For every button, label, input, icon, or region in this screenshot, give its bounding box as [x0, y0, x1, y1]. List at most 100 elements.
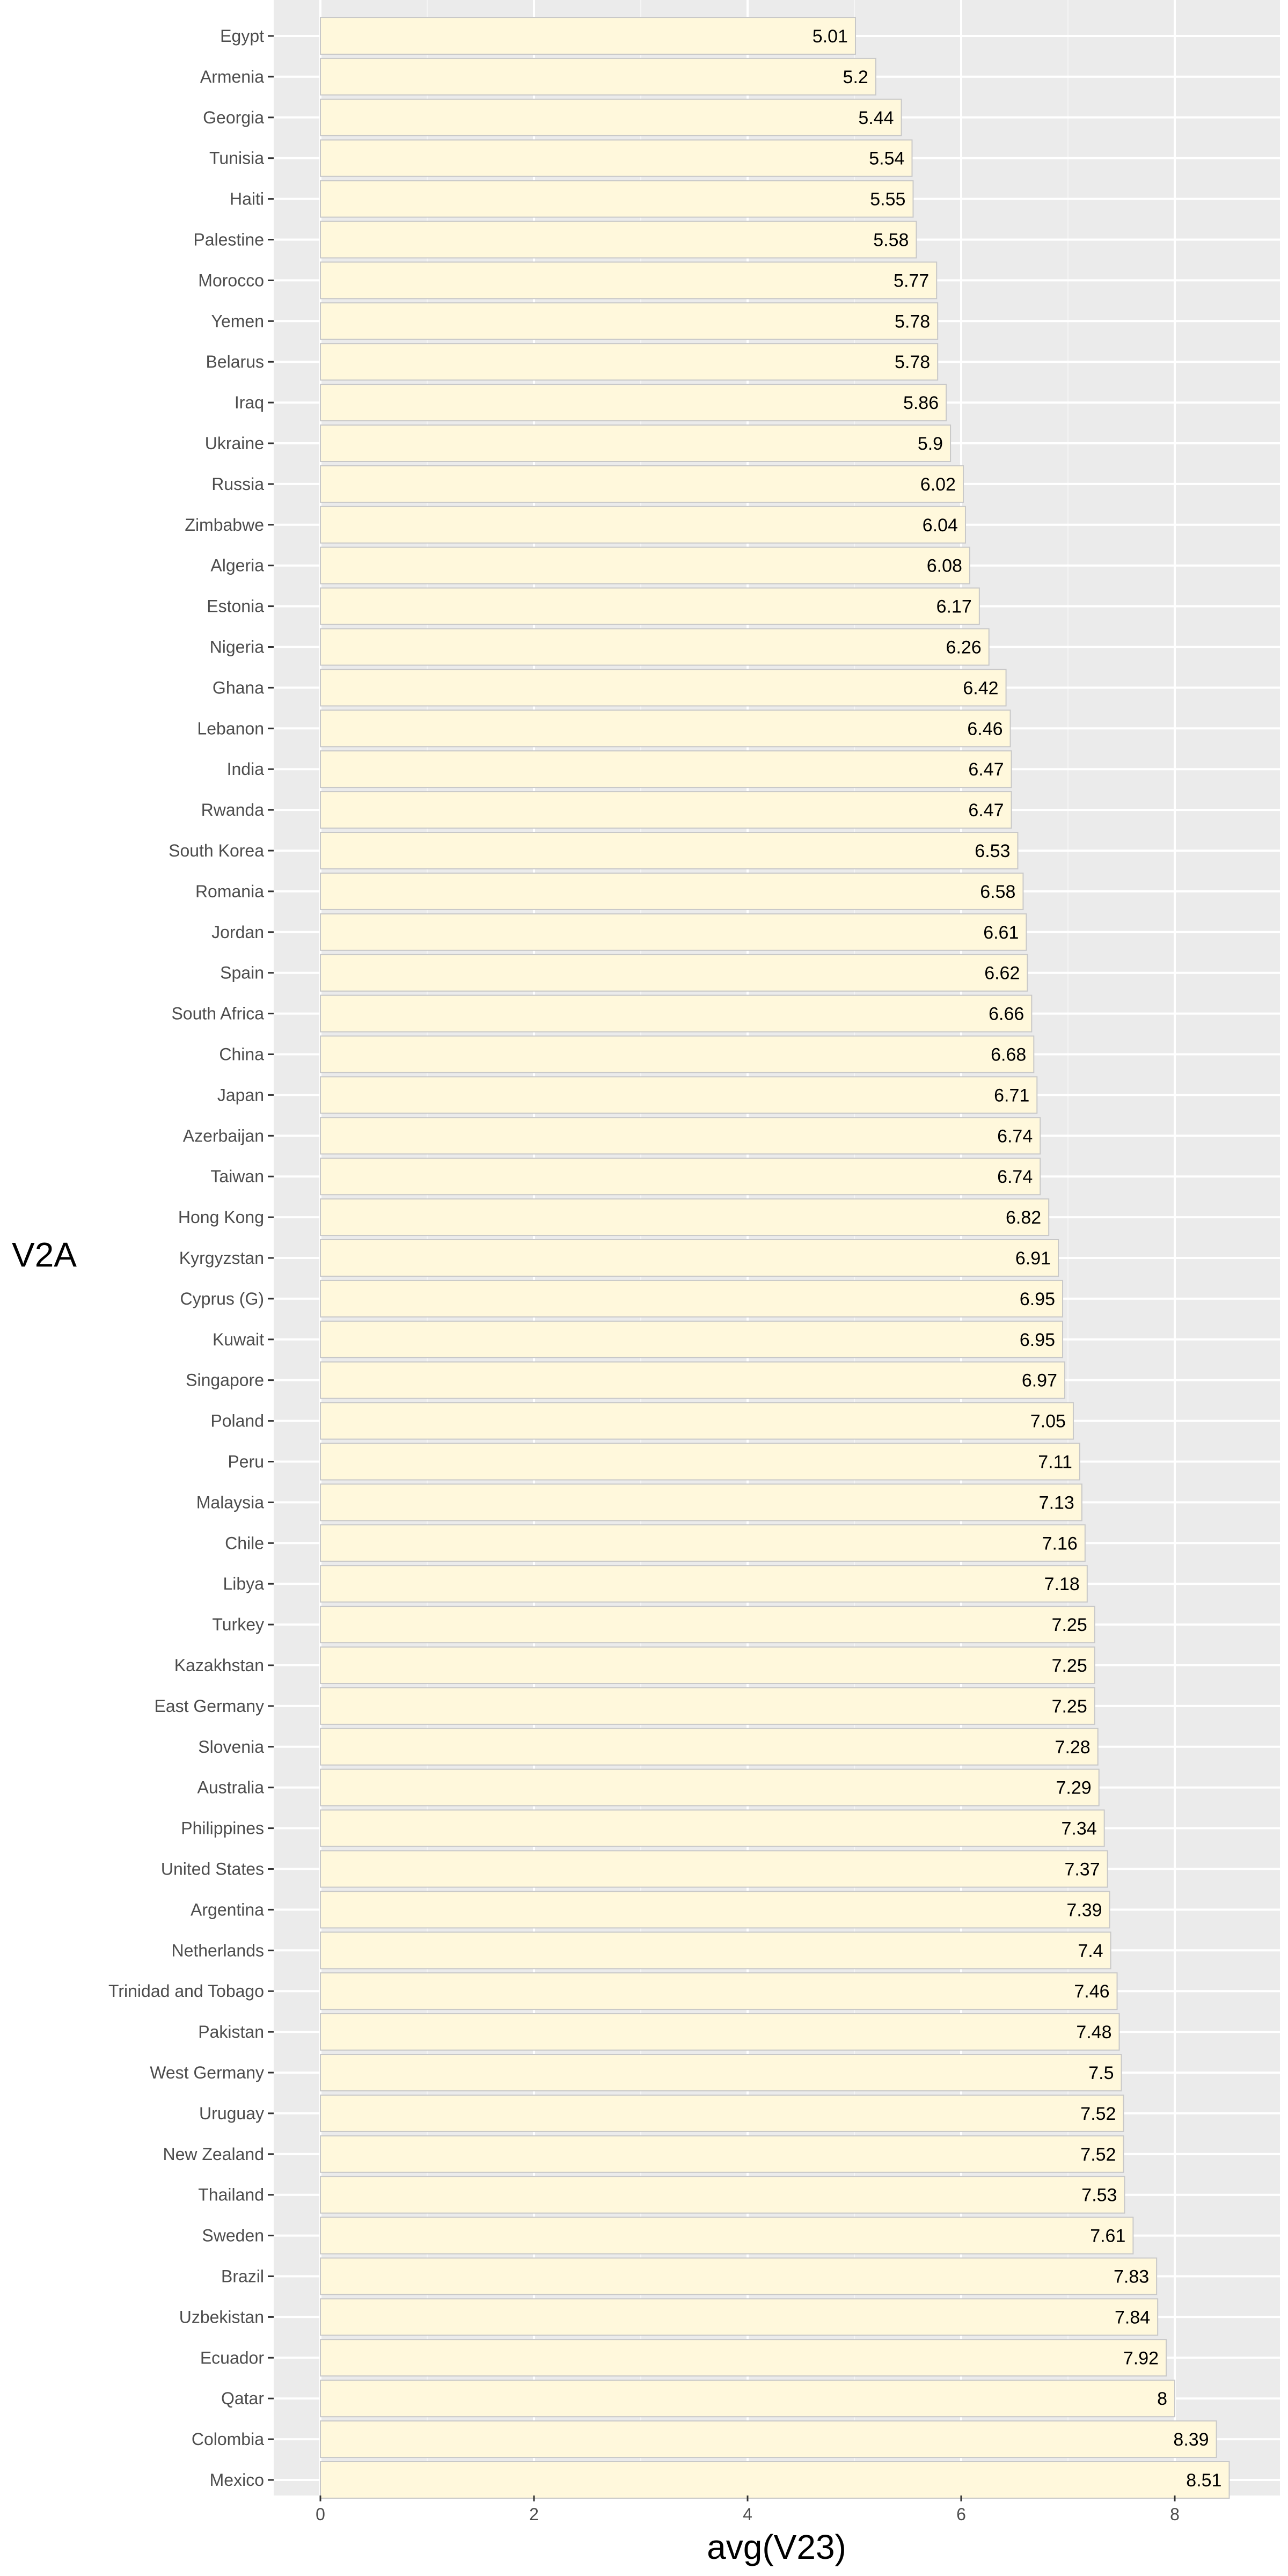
y-axis: Egypt Armenia Georgia Tunisia Haiti Palestine… — [108, 26, 274, 2490]
y-tick-label: Ecuador — [200, 2348, 265, 2367]
y-tick-label: Thailand — [198, 2185, 264, 2205]
y-tick-label: Poland — [210, 1411, 264, 1431]
bar-jordan — [320, 913, 1027, 951]
y-tick-label: Belarus — [206, 352, 265, 371]
bar-new-zealand — [320, 2135, 1124, 2173]
y-tick-label: Romania — [195, 882, 264, 901]
data-label: 7.34 — [1061, 1819, 1096, 1839]
data-label: 7.53 — [1081, 2185, 1117, 2206]
y-tick-label: Kyrgyzstan — [179, 1248, 264, 1268]
y-tick-label: Sweden — [202, 2226, 264, 2245]
bar-thailand — [320, 2176, 1125, 2214]
bar-iraq — [320, 384, 947, 422]
y-tick-label: East Germany — [154, 1696, 264, 1716]
bar-peru — [320, 1443, 1080, 1481]
data-label: 6.02 — [920, 474, 956, 495]
data-label: 7.83 — [1114, 2267, 1149, 2287]
y-tick-label: West Germany — [150, 2063, 264, 2082]
bar-cyprus-g- — [320, 1279, 1064, 1318]
bar-pakistan — [320, 2013, 1120, 2051]
x-axis-title: avg(V23) — [707, 2528, 846, 2566]
data-label: 6.53 — [975, 841, 1010, 861]
data-label: 6.74 — [997, 1126, 1033, 1146]
data-label: 8 — [1157, 2389, 1167, 2409]
data-label: 6.46 — [967, 719, 1002, 739]
y-tick-label: Jordan — [211, 923, 264, 942]
y-tick-label: Yemen — [211, 311, 264, 331]
y-tick-label: Algeria — [210, 556, 264, 575]
data-label: 8.51 — [1186, 2470, 1221, 2491]
data-label: 6.47 — [968, 800, 1004, 821]
data-label: 5.44 — [858, 108, 894, 128]
y-tick-label: Uzbekistan — [179, 2307, 264, 2326]
data-label: 6.17 — [936, 597, 972, 617]
y-tick-label: Ghana — [213, 678, 264, 697]
bar-kyrgyzstan — [320, 1239, 1059, 1277]
data-label: 6.26 — [946, 638, 982, 658]
y-tick-label: United States — [161, 1860, 264, 1879]
x-axis: 0 2 4 6 8 — [316, 2496, 1180, 2524]
bar-armenia — [320, 57, 876, 96]
bar-uruguay — [320, 2094, 1124, 2132]
y-tick-label: Kazakhstan — [174, 1656, 264, 1675]
bar-trinidad-and-tobago — [320, 1972, 1118, 2010]
data-label: 5.55 — [870, 189, 905, 210]
y-tick-label: Georgia — [203, 108, 264, 127]
data-label: 5.78 — [895, 311, 930, 332]
y-tick-label: Rwanda — [201, 800, 265, 819]
y-tick-label: Australia — [197, 1778, 265, 1797]
y-tick-label: Lebanon — [197, 719, 264, 738]
data-label: 5.77 — [894, 270, 929, 291]
bar-mexico — [320, 2461, 1230, 2499]
y-tick-label: Argentina — [191, 1900, 264, 1919]
x-tick-label: 6 — [956, 2505, 966, 2524]
y-tick-label: Qatar — [221, 2389, 264, 2408]
bar-india — [320, 750, 1012, 788]
y-tick-label: Morocco — [198, 270, 264, 290]
y-tick-label: South Africa — [171, 1004, 264, 1023]
y-tick-label: Turkey — [212, 1615, 264, 1634]
data-label: 6.66 — [989, 1004, 1024, 1024]
bar-azerbaijan — [320, 1117, 1041, 1155]
bar-libya — [320, 1565, 1088, 1603]
bar-haiti — [320, 180, 914, 218]
data-label: 7.11 — [1038, 1452, 1072, 1473]
data-label: 7.52 — [1080, 2104, 1116, 2124]
y-tick-label: Japan — [217, 1085, 264, 1104]
bar-netherlands — [320, 1931, 1111, 1970]
data-label: 5.78 — [895, 352, 930, 372]
data-label: 5.9 — [918, 434, 943, 454]
y-tick-label: Brazil — [221, 2267, 264, 2286]
bar-brazil — [320, 2257, 1158, 2295]
bar-malaysia — [320, 1483, 1082, 1521]
y-tick-label: Netherlands — [171, 1941, 264, 1960]
data-label: 6.61 — [983, 923, 1019, 943]
data-label: 5.2 — [843, 67, 868, 87]
data-label: 6.97 — [1022, 1371, 1057, 1391]
y-tick-label: Palestine — [193, 230, 264, 250]
bar-australia — [320, 1768, 1100, 1806]
y-tick-label: Ukraine — [205, 434, 264, 453]
bar-east-germany — [320, 1687, 1095, 1725]
y-tick-label: Tunisia — [209, 149, 264, 168]
y-tick-label: Libya — [223, 1574, 265, 1593]
bar-kuwait — [320, 1320, 1064, 1358]
data-label: 7.5 — [1088, 2063, 1114, 2083]
bar-united-states — [320, 1850, 1108, 1888]
data-label: 5.01 — [813, 26, 848, 47]
bar-yemen — [320, 302, 939, 340]
bar-sweden — [320, 2216, 1134, 2255]
data-label: 7.61 — [1090, 2226, 1125, 2246]
data-label: 7.4 — [1078, 1941, 1103, 1961]
x-tick-label: 8 — [1170, 2505, 1180, 2524]
x-tick-label: 2 — [529, 2505, 539, 2524]
bar-argentina — [320, 1891, 1110, 1929]
data-label: 6.04 — [923, 515, 958, 536]
data-label: 6.68 — [991, 1045, 1026, 1065]
bar-georgia — [320, 98, 902, 136]
y-tick-label: Uruguay — [199, 2104, 264, 2123]
y-tick-label: Pakistan — [198, 2022, 264, 2041]
data-label: 7.25 — [1052, 1615, 1087, 1635]
y-tick-label: Slovenia — [198, 1737, 264, 1757]
bar-kazakhstan — [320, 1646, 1095, 1684]
